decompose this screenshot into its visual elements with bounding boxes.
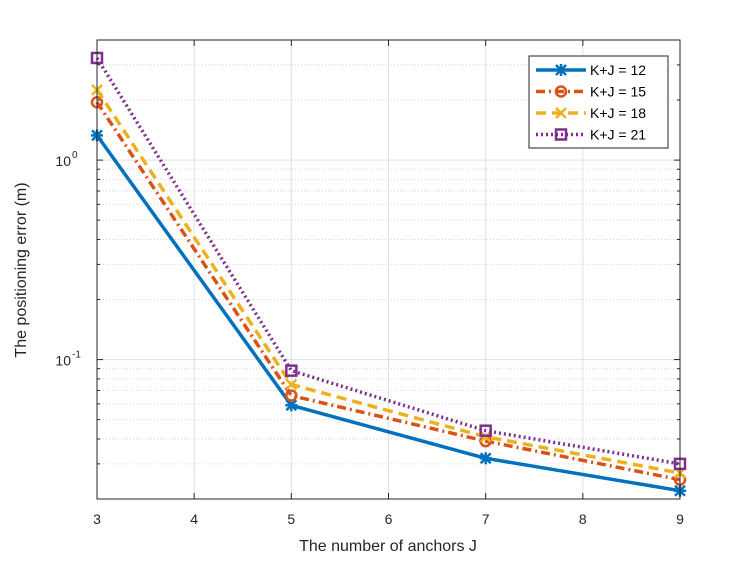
legend-label: K+J = 15 <box>590 84 646 100</box>
series-line <box>95 57 681 466</box>
legend-label: K+J = 18 <box>590 105 646 121</box>
marker-circle <box>554 85 568 98</box>
marker-x-b <box>285 378 298 391</box>
legend-label: K+J = 21 <box>590 127 646 143</box>
marker-square <box>479 424 492 437</box>
x-tick-label: 6 <box>385 511 393 527</box>
legend-entry: K+J = 21 <box>536 127 646 143</box>
series-line <box>95 88 681 475</box>
data-point <box>285 378 298 391</box>
marker-square <box>554 128 568 141</box>
x-axis-label: The number of anchors J <box>299 538 477 555</box>
legend-label: K+J = 12 <box>590 62 646 78</box>
legend-entry: K+J = 18 <box>536 105 646 121</box>
marker-square <box>285 364 298 377</box>
y-tick-exp: 0 <box>72 150 78 161</box>
data-point <box>285 364 298 377</box>
x-tick-label: 3 <box>93 511 101 527</box>
legend: K+J = 12 K+J = 15 K+J = 18 K+J = 21 <box>528 55 669 149</box>
data-point <box>285 389 298 402</box>
data-point <box>479 452 492 465</box>
x-tick-label: 5 <box>287 511 295 527</box>
x-tick-label: 9 <box>676 511 684 527</box>
legend-entry: K+J = 12 <box>536 62 646 78</box>
legend-marker <box>555 107 567 119</box>
x-tick-label: 7 <box>482 511 490 527</box>
legend-marker <box>554 128 568 141</box>
series-line <box>95 134 681 493</box>
legend-entry: K+J = 15 <box>536 84 646 100</box>
series-line <box>95 101 681 482</box>
x-tick-labels: 3 4 5 6 7 8 9 <box>93 511 684 527</box>
x-tick-label: 8 <box>579 511 587 527</box>
y-tick-label: 10 0 <box>55 150 78 169</box>
y-tick-base: 10 <box>55 353 71 369</box>
y-axis-label: The positioning error (m) <box>13 182 30 357</box>
y-tick-base: 10 <box>55 153 71 169</box>
marker-circle <box>285 389 298 402</box>
data-point <box>479 424 492 437</box>
y-tick-exp: -1 <box>72 350 81 361</box>
ticks <box>96 39 681 500</box>
legend-marker <box>554 85 568 98</box>
marker-x-b <box>555 107 567 119</box>
legend-marker <box>555 64 567 76</box>
x-tick-label: 4 <box>190 511 198 527</box>
y-tick-label: 10 -1 <box>55 350 81 369</box>
